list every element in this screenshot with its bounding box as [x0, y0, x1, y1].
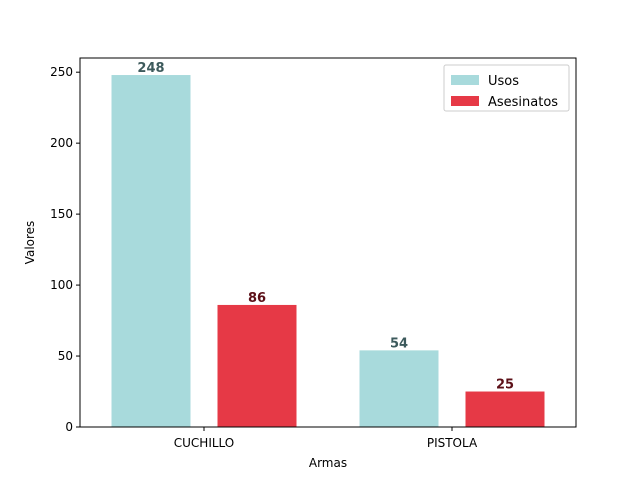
y-tick-label: 150 — [50, 207, 73, 221]
legend: Usos Asesinatos — [443, 64, 570, 112]
plot-frame — [79, 57, 577, 428]
y-tick-label: 50 — [58, 349, 73, 363]
data-label: 25 — [496, 378, 514, 393]
bars-layer — [111, 75, 545, 428]
data-label: 54 — [390, 336, 408, 351]
legend-label-asesinatos: Asesinatos — [488, 95, 558, 110]
x-axis-label: Armas — [309, 456, 347, 470]
data-label: 86 — [248, 291, 266, 306]
y-tick-label: 100 — [50, 278, 73, 292]
y-tick-label: 200 — [50, 136, 73, 150]
legend-swatch-asesinatos — [451, 96, 479, 106]
y-tick-label: 0 — [65, 420, 73, 434]
data-label: 248 — [137, 61, 164, 76]
bar-asesinatos-cuchillo — [217, 304, 297, 427]
legend-swatch-usos — [451, 75, 479, 85]
bar-usos-pistola — [359, 350, 439, 427]
bar-asesinatos-pistola — [465, 391, 545, 427]
axes-layer — [79, 57, 577, 428]
x-tick-label: CUCHILLO — [174, 436, 235, 450]
labels-layer: 248 86 54 25 — [137, 61, 514, 392]
ticks-layer: 0 50 100 150 200 250 CUCHILLO PISTOLA — [50, 65, 478, 450]
x-tick-label: PISTOLA — [427, 436, 478, 450]
bar-usos-cuchillo — [111, 75, 191, 428]
y-axis-label: Valores — [23, 221, 37, 265]
legend-label-usos: Usos — [488, 74, 519, 89]
y-tick-label: 250 — [50, 65, 73, 79]
